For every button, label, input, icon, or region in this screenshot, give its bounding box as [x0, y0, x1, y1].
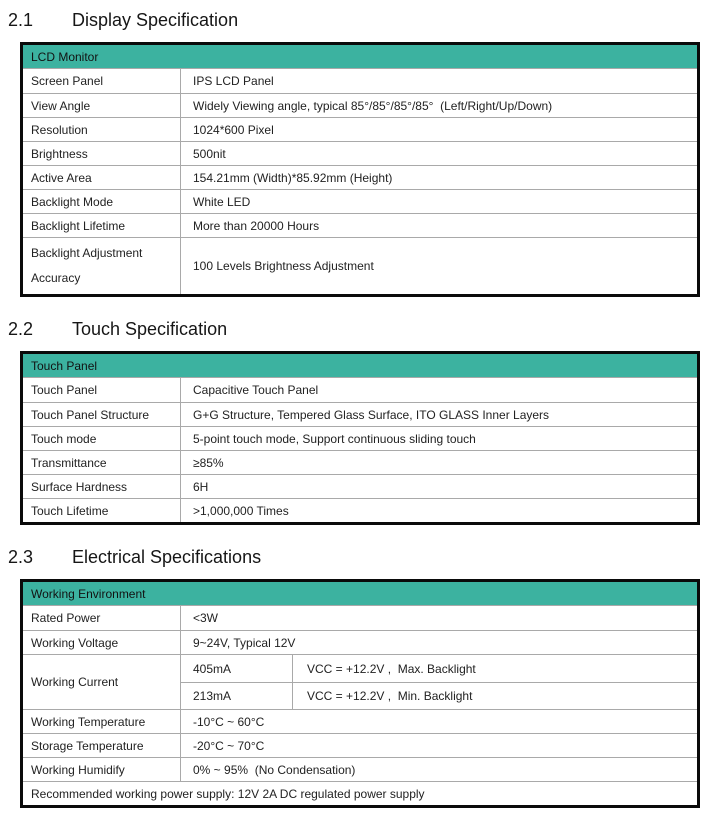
spec-value: ≥85% [193, 455, 224, 470]
spec-value: More than 20000 Hours [193, 218, 320, 233]
spec-value: 100 Levels Brightness Adjustment [193, 259, 374, 273]
spec-label: Touch Panel [23, 378, 181, 402]
current-subrow: 405mA VCC = +12.2V , Max. Backlight [181, 655, 697, 682]
table-row: Storage Temperature -20°C ~ 70°C [23, 733, 697, 757]
spec-label: Rated Power [23, 606, 181, 630]
table-row: Backlight Mode White LED [23, 189, 697, 213]
spec-value: G+G Structure, Tempered Glass Surface, I… [193, 407, 550, 422]
lcd-monitor-table: LCD Monitor Screen Panel IPS LCD Panel V… [20, 42, 700, 297]
section-title: Touch Specification [72, 319, 228, 339]
spec-label: Backlight Adjustment Accuracy [23, 238, 181, 294]
table-row: Touch Lifetime >1,000,000 Times [23, 498, 697, 522]
spec-value: 6H [193, 479, 209, 494]
spec-value: 5-point touch mode, Support continuous s… [193, 431, 476, 446]
spec-label: Storage Temperature [23, 734, 181, 757]
spec-value: >1,000,000 Times [193, 503, 289, 518]
table-row: Screen Panel IPS LCD Panel [23, 69, 697, 93]
table-row: Working Humidify 0% ~ 95% (No Condensati… [23, 757, 697, 781]
current-condition: VCC = +12.2V , Min. Backlight [307, 689, 473, 703]
table-row: Active Area 154.21mm (Width)*85.92mm (He… [23, 165, 697, 189]
spec-label: View Angle [23, 94, 181, 117]
table-row: Touch Panel Capacitive Touch Panel [23, 378, 697, 402]
spec-label: Transmittance [23, 451, 181, 474]
spec-value: 500nit [193, 146, 226, 161]
spec-value: Capacitive Touch Panel [193, 383, 319, 397]
table-row: Backlight Adjustment Accuracy 100 Levels… [23, 237, 697, 294]
table-row: Touch mode 5-point touch mode, Support c… [23, 426, 697, 450]
table-row-working-current: Working Current 405mA VCC = +12.2V , Max… [23, 654, 697, 709]
section-number: 2.2 [8, 319, 34, 339]
section-number: 2.3 [8, 547, 34, 567]
table-row: Touch Panel Structure G+G Structure, Tem… [23, 402, 697, 426]
section-heading-touch: 2.2 Touch Specification [0, 317, 717, 341]
spec-label: Working Humidify [23, 758, 181, 781]
spec-value: -20°C ~ 70°C [193, 738, 265, 753]
spec-label: Backlight Lifetime [23, 214, 181, 237]
spec-value: -10°C ~ 60°C [193, 714, 265, 729]
current-subrow: 213mA VCC = +12.2V , Min. Backlight [181, 682, 697, 709]
table-header: Touch Panel [23, 354, 697, 378]
spec-value: 154.21mm (Width)*85.92mm (Height) [193, 170, 393, 185]
table-row: Surface Hardness 6H [23, 474, 697, 498]
touch-panel-table: Touch Panel Touch Panel Capacitive Touch… [20, 351, 700, 525]
section-title: Display Specification [72, 10, 239, 30]
table-row: Resolution 1024*600 Pixel [23, 117, 697, 141]
spec-label: Touch mode [23, 427, 181, 450]
document-page: 2.1 Display Specification LCD Monitor Sc… [0, 8, 717, 808]
spec-label: Surface Hardness [23, 475, 181, 498]
spec-label: Screen Panel [23, 69, 181, 93]
spec-value: 0% ~ 95% (No Condensation) [193, 762, 356, 777]
spec-value: White LED [193, 194, 251, 209]
table-header: Working Environment [23, 582, 697, 606]
spec-value: 1024*600 Pixel [193, 122, 274, 137]
working-environment-table: Working Environment Rated Power <3W Work… [20, 579, 700, 808]
table-row: Working Voltage 9~24V, Typical 12V [23, 630, 697, 654]
table-header: LCD Monitor [23, 45, 697, 69]
table-row: Rated Power <3W [23, 606, 697, 630]
spec-label: Touch Panel Structure [23, 403, 181, 426]
table-footer-note: Recommended working power supply: 12V 2A… [31, 786, 425, 801]
current-value: 213mA [181, 683, 293, 709]
table-row: Backlight Lifetime More than 20000 Hours [23, 213, 697, 237]
spec-label: Working Voltage [23, 631, 181, 654]
table-row: Brightness 500nit [23, 141, 697, 165]
table-row: Working Temperature -10°C ~ 60°C [23, 709, 697, 733]
section-heading-electrical: 2.3 Electrical Specifications [0, 545, 717, 569]
spec-label: Resolution [23, 118, 181, 141]
table-row: Transmittance ≥85% [23, 450, 697, 474]
current-subtable: 405mA VCC = +12.2V , Max. Backlight 213m… [181, 655, 697, 709]
spec-label: Working Current [23, 655, 181, 709]
section-heading-display: 2.1 Display Specification [0, 8, 717, 32]
current-condition: VCC = +12.2V , Max. Backlight [307, 661, 476, 676]
spec-value: Widely Viewing angle, typical 85°/85°/85… [193, 98, 553, 113]
current-value: 405mA [181, 655, 293, 682]
table-row: View Angle Widely Viewing angle, typical… [23, 93, 697, 117]
spec-label: Brightness [23, 142, 181, 165]
spec-value: 9~24V, Typical 12V [193, 635, 296, 650]
spec-value: IPS LCD Panel [193, 74, 274, 88]
spec-label: Active Area [23, 166, 181, 189]
section-number: 2.1 [8, 10, 34, 30]
spec-value: <3W [193, 611, 219, 625]
spec-label: Backlight Mode [23, 190, 181, 213]
section-title: Electrical Specifications [72, 547, 262, 567]
table-footer-row: Recommended working power supply: 12V 2A… [23, 781, 697, 805]
spec-label: Working Temperature [23, 710, 181, 733]
spec-label: Touch Lifetime [23, 499, 181, 522]
